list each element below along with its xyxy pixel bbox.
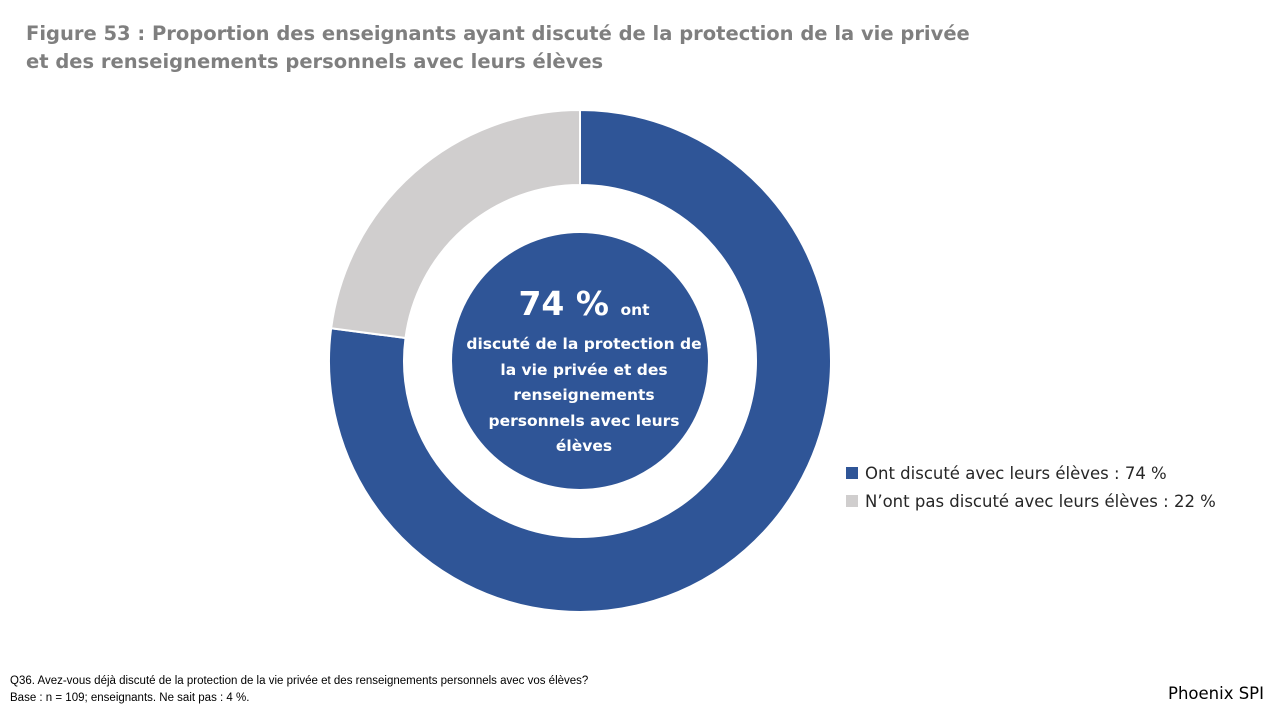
donut-slice-discussed (328, 108, 832, 613)
legend: Ont discuté avec leurs élèves : 74 % N’o… (846, 459, 1216, 515)
center-description: discuté de la protection de la vie privé… (466, 335, 702, 455)
donut-slice-not-discussed (330, 108, 581, 340)
center-value-suffix: ont (620, 301, 650, 319)
legend-swatch-discussed (846, 467, 858, 479)
footnote: Q36. Avez-vous déjà discuté de la protec… (10, 673, 588, 707)
footnote-base: Base : n = 109; enseignants. Ne sait pas… (10, 692, 250, 704)
footnote-question: Q36. Avez-vous déjà discuté de la protec… (10, 675, 589, 687)
center-label: 74 % ont discuté de la protection de la … (466, 282, 702, 460)
legend-swatch-not-discussed (846, 495, 858, 507)
legend-item-discussed: Ont discuté avec leurs élèves : 74 % (846, 459, 1216, 487)
brand-name: Phoenix SPI (1168, 684, 1264, 703)
center-value: 74 % (518, 284, 609, 323)
legend-item-not-discussed: N’ont pas discuté avec leurs élèves : 22… (846, 487, 1216, 515)
legend-label-discussed: Ont discuté avec leurs élèves : 74 % (865, 463, 1167, 483)
donut-slices (328, 108, 832, 613)
legend-label-not-discussed: N’ont pas discuté avec leurs élèves : 22… (865, 491, 1216, 511)
chart-title: Figure 53 : Proportion des enseignants a… (26, 22, 970, 73)
center-disc (452, 233, 708, 489)
